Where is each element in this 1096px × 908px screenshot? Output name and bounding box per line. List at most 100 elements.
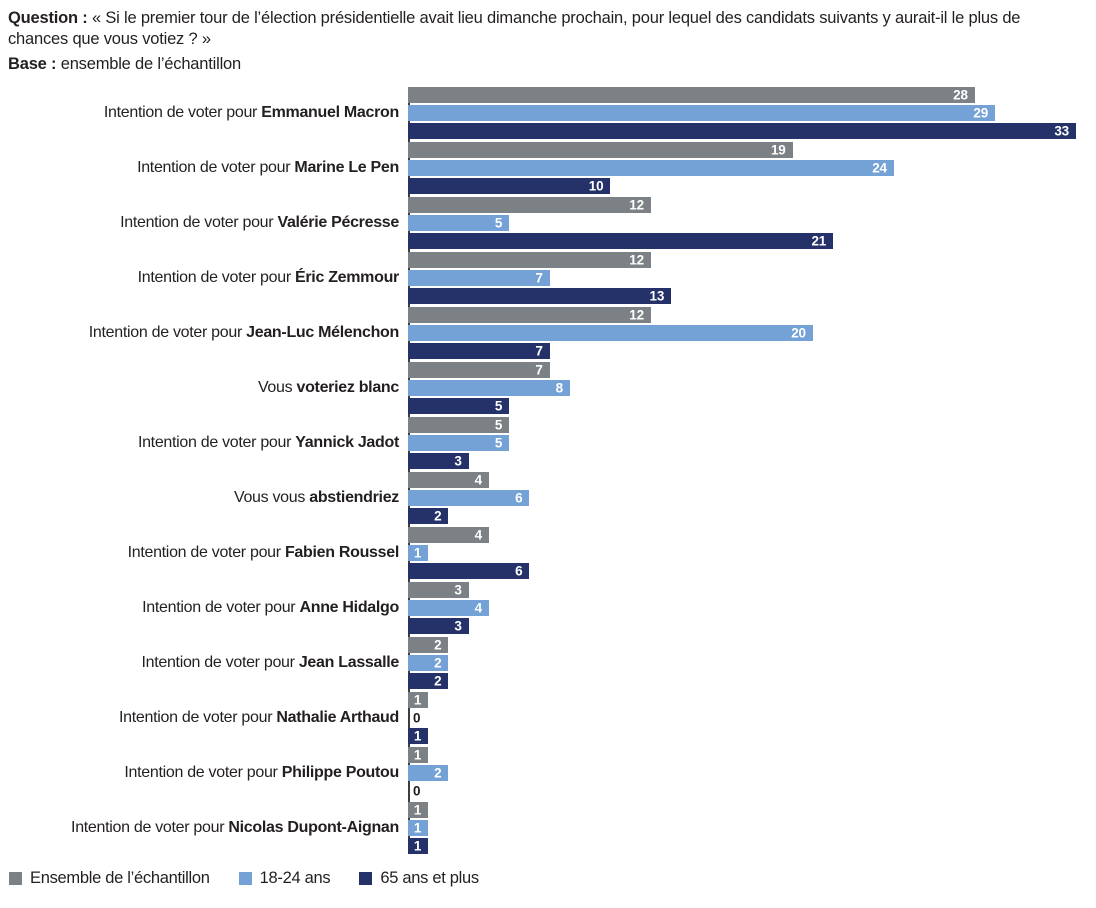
bar-65-ans-et-plus: 6: [408, 563, 530, 580]
bar-value-label: 20: [791, 325, 806, 341]
legend-item-ensemble: Ensemble de l’échantillon: [9, 869, 210, 888]
bar-group: 4 1 6: [408, 527, 1076, 580]
bar-value-label: 6: [515, 563, 523, 579]
bar-value-label: 4: [474, 527, 483, 543]
category-label-name: Jean Lassalle: [298, 653, 399, 671]
bar-ensemble: 5: [408, 417, 510, 434]
legend: Ensemble de l’échantillon 18-24 ans 65 a…: [9, 869, 1096, 888]
category-label-name: Éric Zemmour: [295, 268, 399, 286]
bar-group: 12 20 7: [408, 307, 1076, 360]
bar-group: 1 1 1: [408, 802, 1076, 855]
chart-row: Intention de voter pour Marine Le Pen 19 2…: [0, 142, 1096, 195]
category-label-name: Philippe Poutou: [281, 763, 400, 781]
bar-group: 28 29 33: [408, 87, 1076, 140]
bar-value-label: 24: [872, 160, 887, 176]
legend-swatch-18-24-ans: [238, 872, 252, 886]
bar-ensemble: 1: [408, 692, 429, 709]
bar-18-24-ans: 7: [408, 270, 550, 287]
bar-ensemble: 4: [408, 472, 489, 489]
chart-row: Intention de voter pour Valérie Pécresse…: [0, 197, 1096, 250]
category-label: Vous vous abstiendriez: [0, 489, 408, 507]
bar-ensemble: 19: [408, 142, 793, 159]
bar-65-ans-et-plus: 5: [408, 398, 510, 415]
category-label-name: Valérie Pécresse: [277, 213, 399, 231]
bar-18-24-ans: 24: [408, 160, 894, 177]
bar-chart: Intention de voter pour Emmanuel Macron 2…: [0, 87, 1096, 855]
bar-ensemble: 2: [408, 637, 449, 654]
question-text: « Si le premier tour de l’élection prési…: [8, 9, 1021, 49]
chart-row: Intention de voter pour Jean-Luc Mélench…: [0, 307, 1096, 360]
bar-value-label: 1: [413, 747, 422, 763]
category-label-name: Yannick Jadot: [295, 433, 399, 451]
bar-65-ans-et-plus: 3: [408, 618, 469, 635]
bar-value-label: 0: [413, 710, 421, 726]
bar-group: 19 24 10: [408, 142, 1076, 195]
bar-65-ans-et-plus: 3: [408, 453, 469, 470]
question-label: Question :: [8, 9, 88, 27]
base-label: Base :: [8, 55, 57, 74]
bar-value-label: 29: [973, 105, 989, 121]
chart-row: Intention de voter pour Nathalie Arthaud…: [0, 692, 1096, 745]
bar-value-label: 7: [535, 362, 543, 378]
bar-18-24-ans: 5: [408, 435, 510, 452]
bar-group: 5 5 3: [408, 417, 1076, 470]
bar-value-label: 2: [434, 673, 442, 689]
bar-value-label: 3: [454, 453, 462, 469]
bar-65-ans-et-plus: 2: [408, 508, 449, 525]
category-label: Intention de voter pour Jean-Luc Mélench…: [0, 323, 408, 342]
chart-row: Intention de voter pour Emmanuel Macron 2…: [0, 87, 1096, 140]
bar-18-24-ans: 6: [408, 490, 530, 507]
bar-value-label: 1: [413, 545, 422, 561]
bar-ensemble: 4: [408, 527, 489, 544]
bar-65-ans-et-plus: 13: [408, 288, 672, 305]
bar-value-label: 4: [474, 472, 483, 488]
bar-value-label: 7: [535, 270, 543, 286]
bar-ensemble: 7: [408, 362, 550, 379]
bar-ensemble: 12: [408, 252, 651, 269]
category-label: Intention de voter pour Yannick Jadot: [0, 433, 408, 452]
base-text: ensemble de l’échantillon: [56, 55, 241, 74]
bar-group: 1 0 1: [408, 692, 1076, 745]
bar-ensemble: 12: [408, 197, 651, 214]
legend-label-65-ans-et-plus: 65 ans et plus: [380, 869, 479, 888]
bar-value-label: 1: [413, 820, 422, 836]
bar-group: 12 7 13: [408, 252, 1076, 305]
bar-18-24-ans: 1: [408, 545, 429, 562]
bar-ensemble: 28: [408, 87, 975, 104]
legend-label-ensemble: Ensemble de l’échantillon: [30, 869, 210, 888]
legend-item-65-ans-et-plus: 65 ans et plus: [359, 869, 479, 888]
bar-value-label: 1: [413, 838, 422, 854]
bar-value-label: 1: [413, 728, 422, 744]
legend-item-18-24-ans: 18-24 ans: [238, 869, 331, 888]
bar-65-ans-et-plus: 33: [408, 123, 1076, 140]
bar-value-label: 12: [629, 197, 644, 213]
bar-value-label: 2: [434, 508, 442, 524]
legend-label-18-24-ans: 18-24 ans: [259, 869, 331, 888]
category-label-name: Anne Hidalgo: [299, 598, 399, 616]
bar-value-label: 4: [474, 600, 483, 616]
bar-value-label: 2: [434, 655, 442, 671]
bar-65-ans-et-plus: 21: [408, 233, 834, 250]
bar-65-ans-et-plus: 1: [408, 728, 429, 745]
chart-row: Intention de voter pour Jean Lassalle 2 2 2: [0, 637, 1096, 690]
category-label-name: Jean-Luc Mélenchon: [246, 323, 399, 341]
category-label: Intention de voter pour Nathalie Arthaud: [0, 708, 408, 727]
category-label-prefix: Intention de voter pour: [142, 598, 300, 616]
category-label-prefix: Intention de voter pour: [137, 433, 296, 451]
bar-value-label: 8: [555, 380, 564, 396]
chart-row: Vous voteriez blanc 7 8 5: [0, 362, 1096, 415]
bar-value-label: 19: [770, 142, 786, 158]
category-label: Intention de voter pour Jean Lassalle: [0, 653, 408, 672]
bar-value-label: 3: [454, 582, 462, 598]
bar-value-label: 33: [1054, 123, 1069, 139]
chart-row: Intention de voter pour Éric Zemmour 12 7 1…: [0, 252, 1096, 305]
bar-value-label: 28: [953, 87, 968, 103]
bar-18-24-ans: 8: [408, 380, 570, 397]
category-label: Intention de voter pour Marine Le Pen: [0, 159, 408, 177]
bar-18-24-ans: 2: [408, 655, 449, 672]
bar-value-label: 7: [535, 343, 543, 359]
category-label-prefix: Intention de voter pour: [119, 708, 277, 726]
bar-value-label: 0: [413, 783, 421, 799]
